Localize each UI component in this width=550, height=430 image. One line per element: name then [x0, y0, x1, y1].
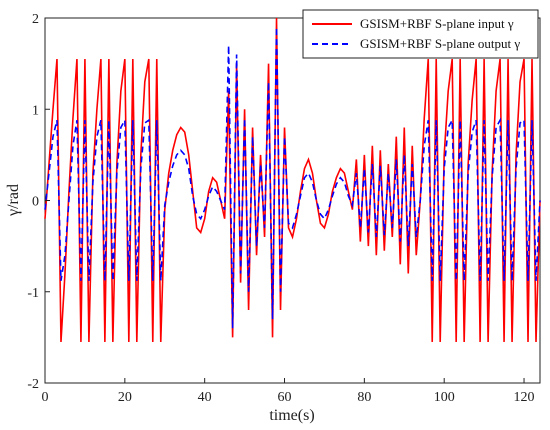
legend-label-output: GSISM+RBF S-plane output γ [360, 36, 520, 51]
series-layer [44, 17, 541, 342]
y-tick-label-3: 1 [32, 103, 39, 118]
x-tick-label-1: 20 [118, 390, 132, 405]
x-tick-label-2: 40 [198, 390, 212, 405]
series-line-1 [44, 27, 541, 329]
legend-box [302, 9, 539, 59]
plot-area [44, 17, 541, 384]
x-tick-label-6: 120 [514, 390, 535, 405]
legend: GSISM+RBF S-plane input γ GSISM+RBF S-pl… [302, 9, 539, 59]
x-tick-label-3: 60 [278, 390, 292, 405]
tick-layer: 0 20 40 60 80 100 120 -2 -1 0 1 2 [27, 12, 534, 405]
x-tick-label-0: 0 [42, 390, 49, 405]
x-axis-label: time(s) [269, 407, 314, 424]
y-tick-label-4: 2 [32, 12, 39, 27]
y-tick-label-2: 0 [32, 195, 39, 210]
y-axis-label: γ/rad [5, 184, 22, 217]
legend-label-input: GSISM+RBF S-plane input γ [360, 16, 514, 31]
x-tick-label-4: 80 [357, 390, 371, 405]
y-tick-label-1: -1 [27, 286, 39, 301]
y-tick-label-0: -2 [27, 377, 39, 392]
x-tick-label-5: 100 [434, 390, 455, 405]
